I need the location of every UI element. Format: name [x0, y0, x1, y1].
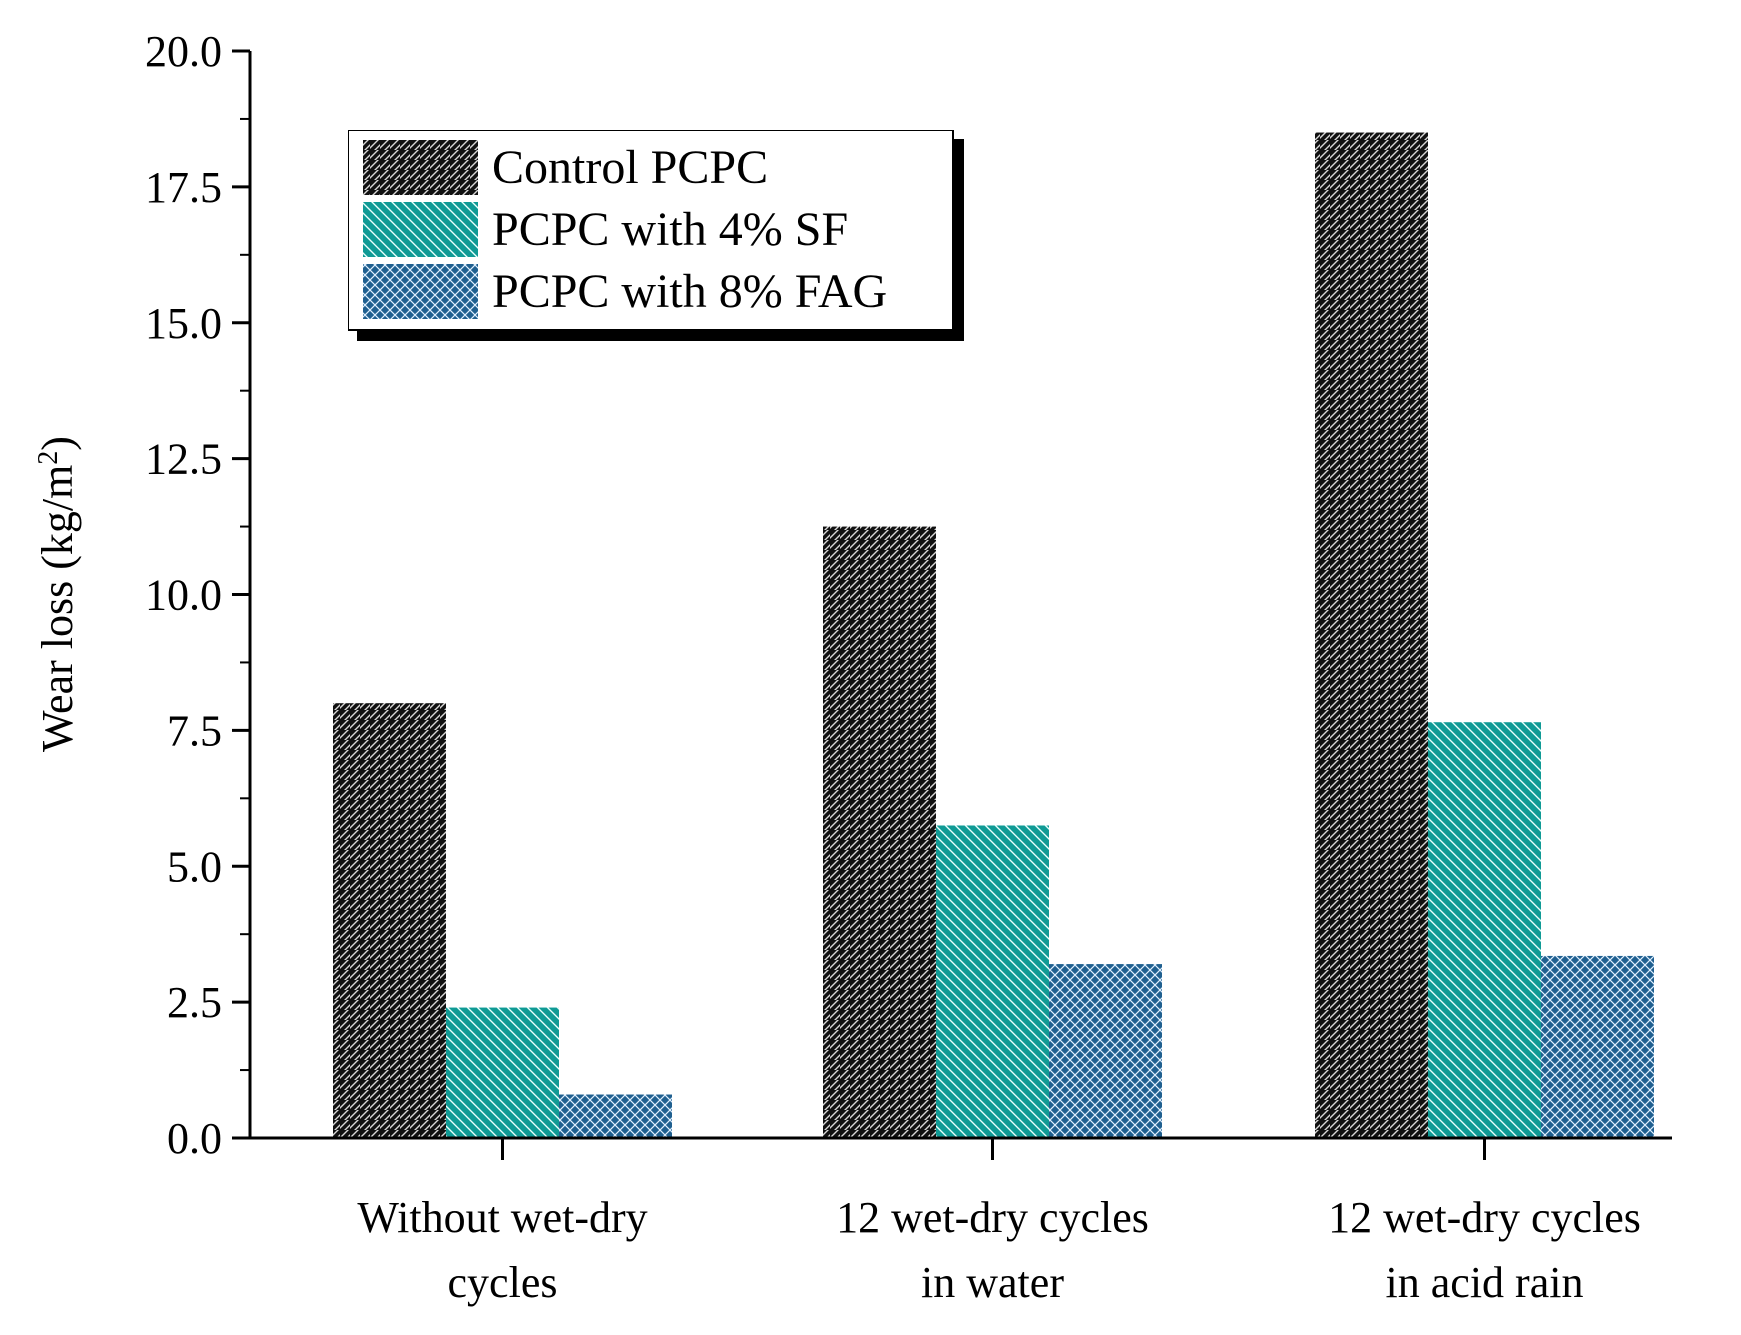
bar-1-category-2: [823, 526, 936, 1138]
bars: [333, 132, 1654, 1138]
y-tick-label: 2.5: [167, 978, 222, 1027]
y-axis-title-close: ): [33, 436, 82, 451]
legend-swatch-2: [363, 202, 478, 257]
x-category-label: 12 wet-dry cycles: [1328, 1193, 1641, 1242]
axes: 0.0 2.5 5.0 7.5 10.0 12.5 15.0 17.5 20.0 Without …: [145, 27, 1672, 1307]
y-tick-label: 12.5: [145, 435, 222, 484]
y-tick-label: 0.0: [167, 1114, 222, 1163]
legend-swatch-1: [363, 140, 478, 195]
y-tick-label: 10.0: [145, 571, 222, 620]
legend-label-3: PCPC with 8% FAG: [492, 265, 887, 318]
x-category-label: cycles: [448, 1258, 558, 1307]
bar-3-category-1: [559, 1094, 672, 1138]
legend-label-1: Control PCPC: [492, 141, 768, 194]
y-tick-label: 15.0: [145, 299, 222, 348]
y-axis-title-superscript: 2: [33, 451, 64, 465]
bar-2-category-3: [1428, 722, 1541, 1138]
bar-1-category-3: [1315, 132, 1428, 1138]
bar-3-category-2: [1049, 964, 1162, 1138]
x-category-label: in water: [921, 1258, 1064, 1307]
bar-2-category-1: [446, 1007, 559, 1138]
legend-swatch-3: [363, 264, 478, 319]
legend-label-2: PCPC with 4% SF: [492, 203, 848, 256]
y-tick-label: 20.0: [145, 27, 222, 76]
y-axis-title: Wear loss (kg/m2): [33, 436, 83, 752]
bar-1-category-1: [333, 703, 446, 1138]
bar-3-category-3: [1541, 955, 1654, 1138]
x-category-label: Without wet-dry: [357, 1193, 647, 1242]
y-tick-label: 7.5: [167, 706, 222, 755]
x-category-label: 12 wet-dry cycles: [836, 1193, 1149, 1242]
y-tick-label: 17.5: [145, 163, 222, 212]
bar-2-category-2: [936, 825, 1049, 1138]
x-category-label: in acid rain: [1386, 1258, 1584, 1307]
y-axis-title-main: Wear loss (kg/m: [33, 465, 82, 752]
legend: Control PCPC PCPC with 4% SF PCPC with 8% …: [347, 129, 954, 331]
y-tick-label: 5.0: [167, 842, 222, 891]
